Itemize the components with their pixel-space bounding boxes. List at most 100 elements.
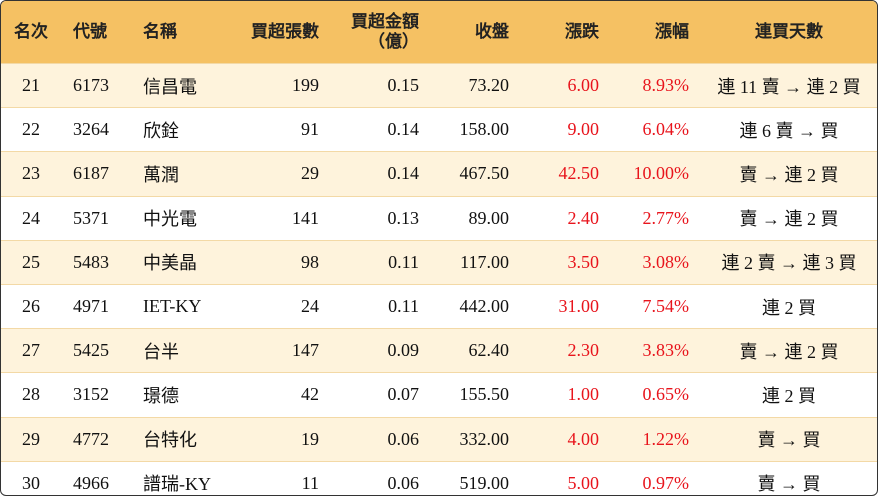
table-cell: 98 [231,239,331,285]
table-cell: 24 [231,283,331,329]
table-cell: 0.11 [331,239,431,285]
table-cell: 0.07 [331,372,431,417]
table-cell: 譜瑞-KY [131,460,231,495]
table-cell: 連 6 賣 → 買 [701,107,877,152]
table-cell: 1.22% [611,416,701,462]
table-cell: 4.00 [521,416,611,462]
table-cell: 賣 → 連 2 買 [701,151,877,197]
header-cell: 買超張數 [231,1,331,64]
table-cell: 29 [231,151,331,197]
table-cell: 24 [1,195,61,241]
table-cell: 89.00 [431,195,521,241]
table-cell: 62.40 [431,328,521,373]
table-cell: 19 [231,416,331,462]
table-cell: 賣 → 連 2 買 [701,328,877,373]
table-cell: 42.50 [521,151,611,197]
table-cell: 3.50 [521,239,611,285]
table-cell: 30 [1,460,61,495]
header-cell: 收盤 [431,1,521,64]
table-cell: 9.00 [521,107,611,152]
table-cell: 10.00% [611,151,701,197]
table-row: 30 4966 譜瑞-KY 11 0.06 519.00 5.00 0.97% 賣 → 買 [1,460,877,495]
table-cell: 6.04% [611,107,701,152]
table-cell: 28 [1,372,61,417]
table-cell: 4772 [61,416,131,462]
table-cell: 42 [231,372,331,417]
table-row: 27 5425 台半 147 0.09 62.40 2.30 3.83% 賣 → 連 2 買 [1,328,877,373]
table-row: 28 3152 璟德 42 0.07 155.50 1.00 0.65% 連 2 買 [1,372,877,417]
table-cell: 3264 [61,107,131,152]
table-cell: 26 [1,283,61,329]
table-cell: 11 [231,460,331,495]
table-row: 22 3264 欣銓 91 0.14 158.00 9.00 6.04% 連 6 賣 → 買 [1,107,877,152]
table-cell: 信昌電 [131,62,231,108]
table-cell: 0.15 [331,62,431,108]
table-cell: 5.00 [521,460,611,495]
table-cell: 6187 [61,151,131,197]
table-cell: 519.00 [431,460,521,495]
table-cell: 賣 → 買 [701,460,877,495]
table-row: 21 6173 信昌電 199 0.15 73.20 6.00 8.93% 連 11 賣 → 連… [1,62,877,108]
table-cell: 147 [231,328,331,373]
table-row: 26 4971 IET-KY 24 0.11 442.00 31.00 7.54% 連 2 買 [1,283,877,329]
table-cell: 連 11 賣 → 連 2 買 [701,62,877,108]
table-cell: 117.00 [431,239,521,285]
table-cell: 0.13 [331,195,431,241]
table-cell: 4966 [61,460,131,495]
table-cell: 0.11 [331,283,431,329]
table-cell: 3.83% [611,328,701,373]
table-cell: 8.93% [611,62,701,108]
table-cell: 台半 [131,328,231,373]
table-cell: 賣 → 連 2 買 [701,195,877,241]
header-cell: 代號 [61,1,131,64]
table-cell: 91 [231,107,331,152]
table-cell: 6173 [61,62,131,108]
table-row: 29 4772 台特化 19 0.06 332.00 4.00 1.22% 賣 → 買 [1,416,877,462]
table-cell: 442.00 [431,283,521,329]
table-cell: 199 [231,62,331,108]
header-cell: 連買天數 [701,1,877,64]
table-row: 25 5483 中美晶 98 0.11 117.00 3.50 3.08% 連 2 賣 → 連 … [1,239,877,285]
table-cell: 5483 [61,239,131,285]
header-cell: 名次 [1,1,61,64]
table-cell: 連 2 買 [701,372,877,417]
table-cell: 0.09 [331,328,431,373]
table-cell: 141 [231,195,331,241]
table-cell: 21 [1,62,61,108]
table-cell: 5371 [61,195,131,241]
table-cell: 0.06 [331,416,431,462]
table-cell: 0.97% [611,460,701,495]
table-cell: 0.14 [331,151,431,197]
table-cell: 158.00 [431,107,521,152]
table-cell: 0.14 [331,107,431,152]
table-cell: 2.30 [521,328,611,373]
table-cell: 中光電 [131,195,231,241]
table-cell: 23 [1,151,61,197]
table-body: 21 6173 信昌電 199 0.15 73.20 6.00 8.93% 連 11 賣 → 連… [1,62,877,495]
table-cell: 連 2 賣 → 連 3 買 [701,239,877,285]
table-cell: 賣 → 買 [701,416,877,462]
table-cell: 332.00 [431,416,521,462]
table-cell: 5425 [61,328,131,373]
table-cell: 4971 [61,283,131,329]
table-cell: 22 [1,107,61,152]
table-cell: 6.00 [521,62,611,108]
header-cell: 名稱 [131,1,231,64]
table-cell: 中美晶 [131,239,231,285]
table-row: 23 6187 萬潤 29 0.14 467.50 42.50 10.00% 賣 → 連 2 買 [1,151,877,197]
table-cell: 29 [1,416,61,462]
table-cell: 25 [1,239,61,285]
table-cell: 萬潤 [131,151,231,197]
table-cell: IET-KY [131,283,231,329]
table-cell: 27 [1,328,61,373]
table-cell: 0.06 [331,460,431,495]
table-cell: 2.77% [611,195,701,241]
table-cell: 台特化 [131,416,231,462]
table-cell: 璟德 [131,372,231,417]
table-cell: 31.00 [521,283,611,329]
table-cell: 0.65% [611,372,701,417]
header-cell: 漲幅 [611,1,701,64]
header-cell: 買超金額 （億） [331,1,431,64]
